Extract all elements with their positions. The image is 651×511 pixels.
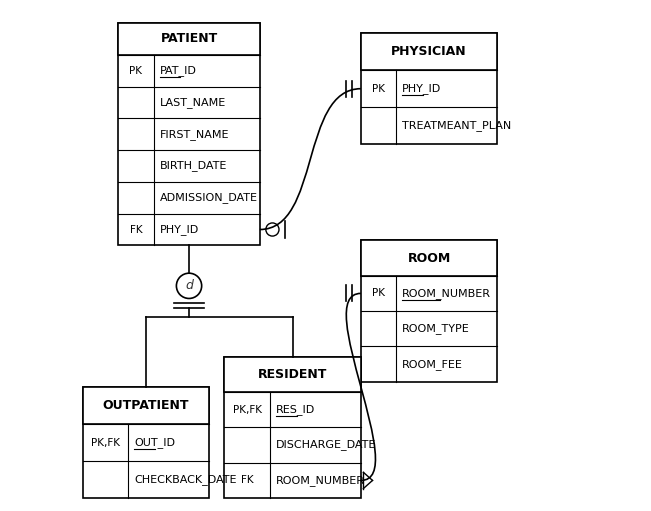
Text: ROOM_FEE: ROOM_FEE [402,359,464,369]
Text: FK: FK [130,224,143,235]
Text: PATIENT: PATIENT [160,32,217,45]
Text: ADMISSION_DATE: ADMISSION_DATE [159,192,258,203]
Text: PAT_ID: PAT_ID [159,65,197,76]
Text: PK: PK [372,288,385,298]
Text: PK: PK [130,65,143,76]
Text: ROOM: ROOM [408,251,450,265]
Text: FIRST_NAME: FIRST_NAME [159,129,229,140]
Text: BIRTH_DATE: BIRTH_DATE [159,160,227,171]
Text: PHY_ID: PHY_ID [159,224,199,235]
Text: RESIDENT: RESIDENT [258,368,327,381]
Bar [361,240,497,276]
Bar [83,387,209,424]
Text: OUTPATIENT: OUTPATIENT [103,399,189,412]
Bar [118,23,260,55]
Text: PHYSICIAN: PHYSICIAN [391,45,467,58]
Text: ROOM_NUMBER: ROOM_NUMBER [402,288,492,299]
Text: RES_ID: RES_ID [276,404,315,415]
Bar [361,33,497,144]
Text: LAST_NAME: LAST_NAME [159,97,226,108]
Bar [83,387,209,498]
Bar [361,33,497,70]
Bar [225,357,361,498]
Text: ROOM_TYPE: ROOM_TYPE [402,323,470,334]
Text: d: d [185,280,193,292]
Bar [118,23,260,245]
Text: TREATMEANT_PLAN: TREATMEANT_PLAN [402,120,512,131]
Bar [361,240,497,382]
Text: PK: PK [372,84,385,94]
Text: CHECKBACK_DATE: CHECKBACK_DATE [135,474,237,485]
Text: ROOM_NUMBER: ROOM_NUMBER [276,475,365,486]
Text: PHY_ID: PHY_ID [402,83,441,94]
Text: PK,FK: PK,FK [91,437,120,448]
Text: FK: FK [241,475,253,485]
Text: OUT_ID: OUT_ID [135,437,175,448]
Text: DISCHARGE_DATE: DISCHARGE_DATE [276,439,376,451]
Bar [225,357,361,392]
Text: PK,FK: PK,FK [232,405,262,414]
